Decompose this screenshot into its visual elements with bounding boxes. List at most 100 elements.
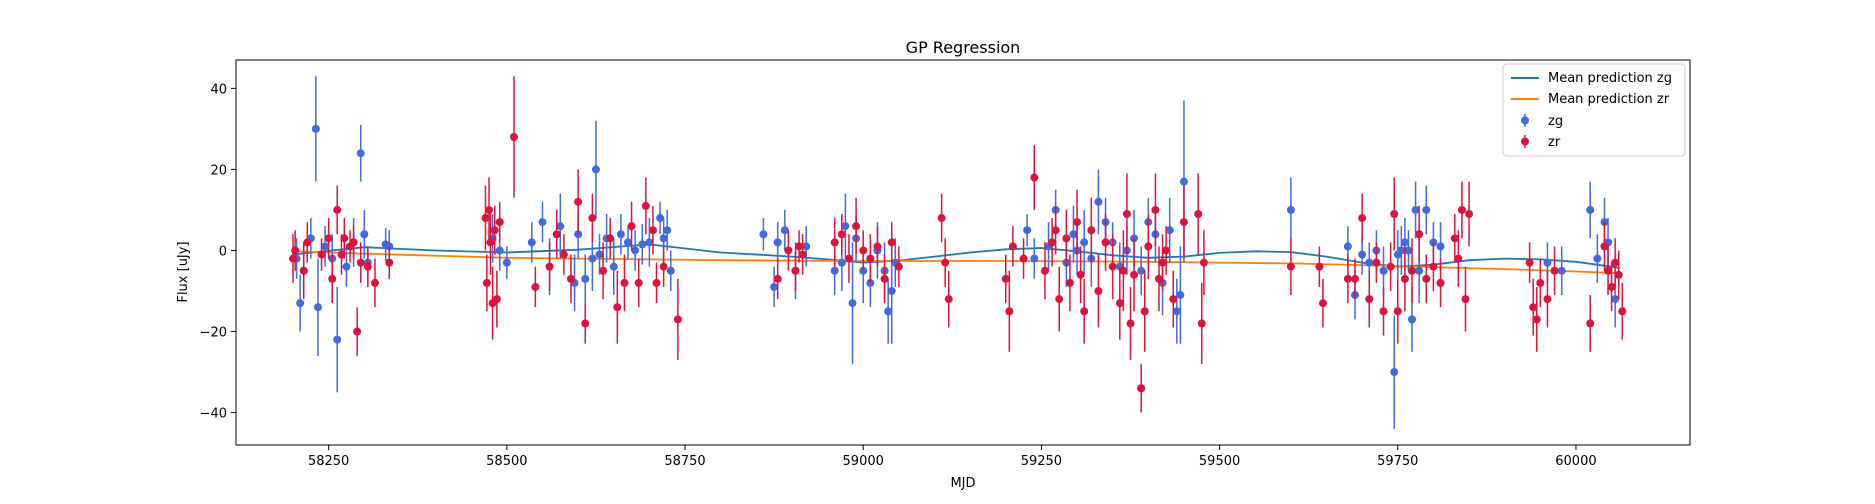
y-tick-label: −40: [200, 407, 227, 422]
zr-point: [1199, 258, 1208, 267]
zg-point: [1343, 242, 1352, 251]
plot-frame: [235, 59, 1691, 446]
zg-point: [1365, 258, 1374, 267]
zr-point: [837, 230, 846, 239]
zr-point: [1365, 295, 1374, 304]
zr-point: [1005, 307, 1014, 316]
zr-point: [353, 327, 362, 336]
legend-swatch-zr-marker: [1521, 137, 1529, 146]
zg-point: [1543, 258, 1552, 267]
legend-label-zr: zr: [1548, 135, 1561, 150]
zr-point: [1087, 226, 1096, 235]
zr-point: [370, 278, 379, 287]
zr-point: [859, 246, 868, 255]
legend-label-zr-line: Mean prediction zr: [1548, 92, 1670, 107]
zg-point: [588, 254, 597, 263]
x-axis-label: MJD: [950, 476, 975, 491]
zr-point: [1436, 278, 1445, 287]
zr-point: [1073, 218, 1082, 227]
zr-point: [1140, 307, 1149, 316]
legend-frame: [1502, 63, 1686, 157]
zr-point: [880, 274, 889, 283]
zr-point: [509, 133, 518, 141]
zg-point: [495, 246, 504, 255]
zr-point: [1094, 287, 1103, 295]
zr-point: [1179, 218, 1188, 227]
zr-point: [291, 246, 300, 255]
zg-point: [638, 240, 647, 249]
legend-swatch-zg-marker: [1521, 116, 1529, 125]
x-tick-label: 59750: [1377, 454, 1418, 469]
zr-point: [1600, 242, 1609, 251]
legend-label-zg: zg: [1548, 114, 1563, 129]
zr-point: [1543, 295, 1552, 304]
zr-point: [830, 238, 839, 247]
zr-point: [1465, 210, 1474, 218]
zg-point: [848, 299, 857, 308]
zr-point: [1051, 226, 1060, 235]
y-tick-label: 0: [219, 244, 227, 259]
zr-point: [641, 201, 650, 210]
y-axis-label: Flux [uJy]: [176, 241, 191, 302]
zr-point: [894, 262, 903, 271]
zr-point: [581, 319, 590, 328]
zr-point: [1372, 258, 1381, 267]
zr-point: [1194, 210, 1203, 218]
zr-point: [791, 266, 800, 275]
zg-point: [1094, 197, 1103, 206]
zg-point: [1286, 205, 1295, 214]
zr-point: [773, 274, 782, 283]
prediction-lines: [292, 243, 1619, 275]
zr-point: [844, 254, 853, 263]
zg-point: [1411, 205, 1420, 214]
zg-point: [342, 262, 351, 271]
zg-point: [1165, 226, 1174, 235]
zr-point: [1422, 274, 1431, 283]
zg-point: [296, 299, 305, 308]
data-points: [289, 76, 1627, 429]
zr-point: [1343, 274, 1352, 283]
zg-point: [333, 335, 342, 344]
zg-point: [780, 226, 789, 235]
x-tick-label: 59000: [843, 454, 884, 469]
zg-point: [360, 230, 369, 239]
zr-point: [1065, 278, 1074, 287]
zr-point: [552, 230, 561, 239]
zr-point: [1155, 274, 1164, 283]
zr-point: [482, 278, 491, 287]
zg-point: [1069, 230, 1078, 239]
zg-point: [656, 214, 665, 223]
legend-label-zg-line: Mean prediction zg: [1548, 71, 1672, 86]
zr-point: [1048, 238, 1057, 247]
zg-point: [595, 250, 604, 259]
zg-point: [1611, 295, 1620, 304]
zr-point: [481, 214, 490, 223]
zg-point: [1408, 315, 1417, 324]
zg-point: [663, 226, 672, 235]
y-tick-label: 40: [210, 82, 227, 97]
zr-point: [795, 242, 804, 251]
zr-point: [349, 238, 358, 247]
zr-point: [1197, 319, 1206, 328]
zr-point: [1169, 295, 1178, 304]
zg-point: [841, 222, 850, 231]
x-tick-label: 59500: [1199, 454, 1240, 469]
zr-point: [1450, 234, 1459, 243]
zg-point: [1436, 242, 1445, 251]
zr-point: [634, 278, 643, 287]
zg-point: [1080, 238, 1089, 247]
zr-point: [784, 246, 793, 255]
zg-point: [837, 258, 846, 267]
zr-point: [545, 262, 554, 271]
zg-point: [1415, 266, 1424, 275]
zr-point: [866, 254, 875, 263]
zg-point: [1137, 266, 1146, 275]
zr-point: [1532, 315, 1541, 324]
x-tick-label: 58250: [308, 454, 349, 469]
zr-point: [588, 214, 597, 223]
zr-point: [485, 205, 494, 214]
zr-point: [1030, 173, 1039, 182]
zr-point: [673, 315, 682, 324]
zg-point: [884, 307, 893, 316]
